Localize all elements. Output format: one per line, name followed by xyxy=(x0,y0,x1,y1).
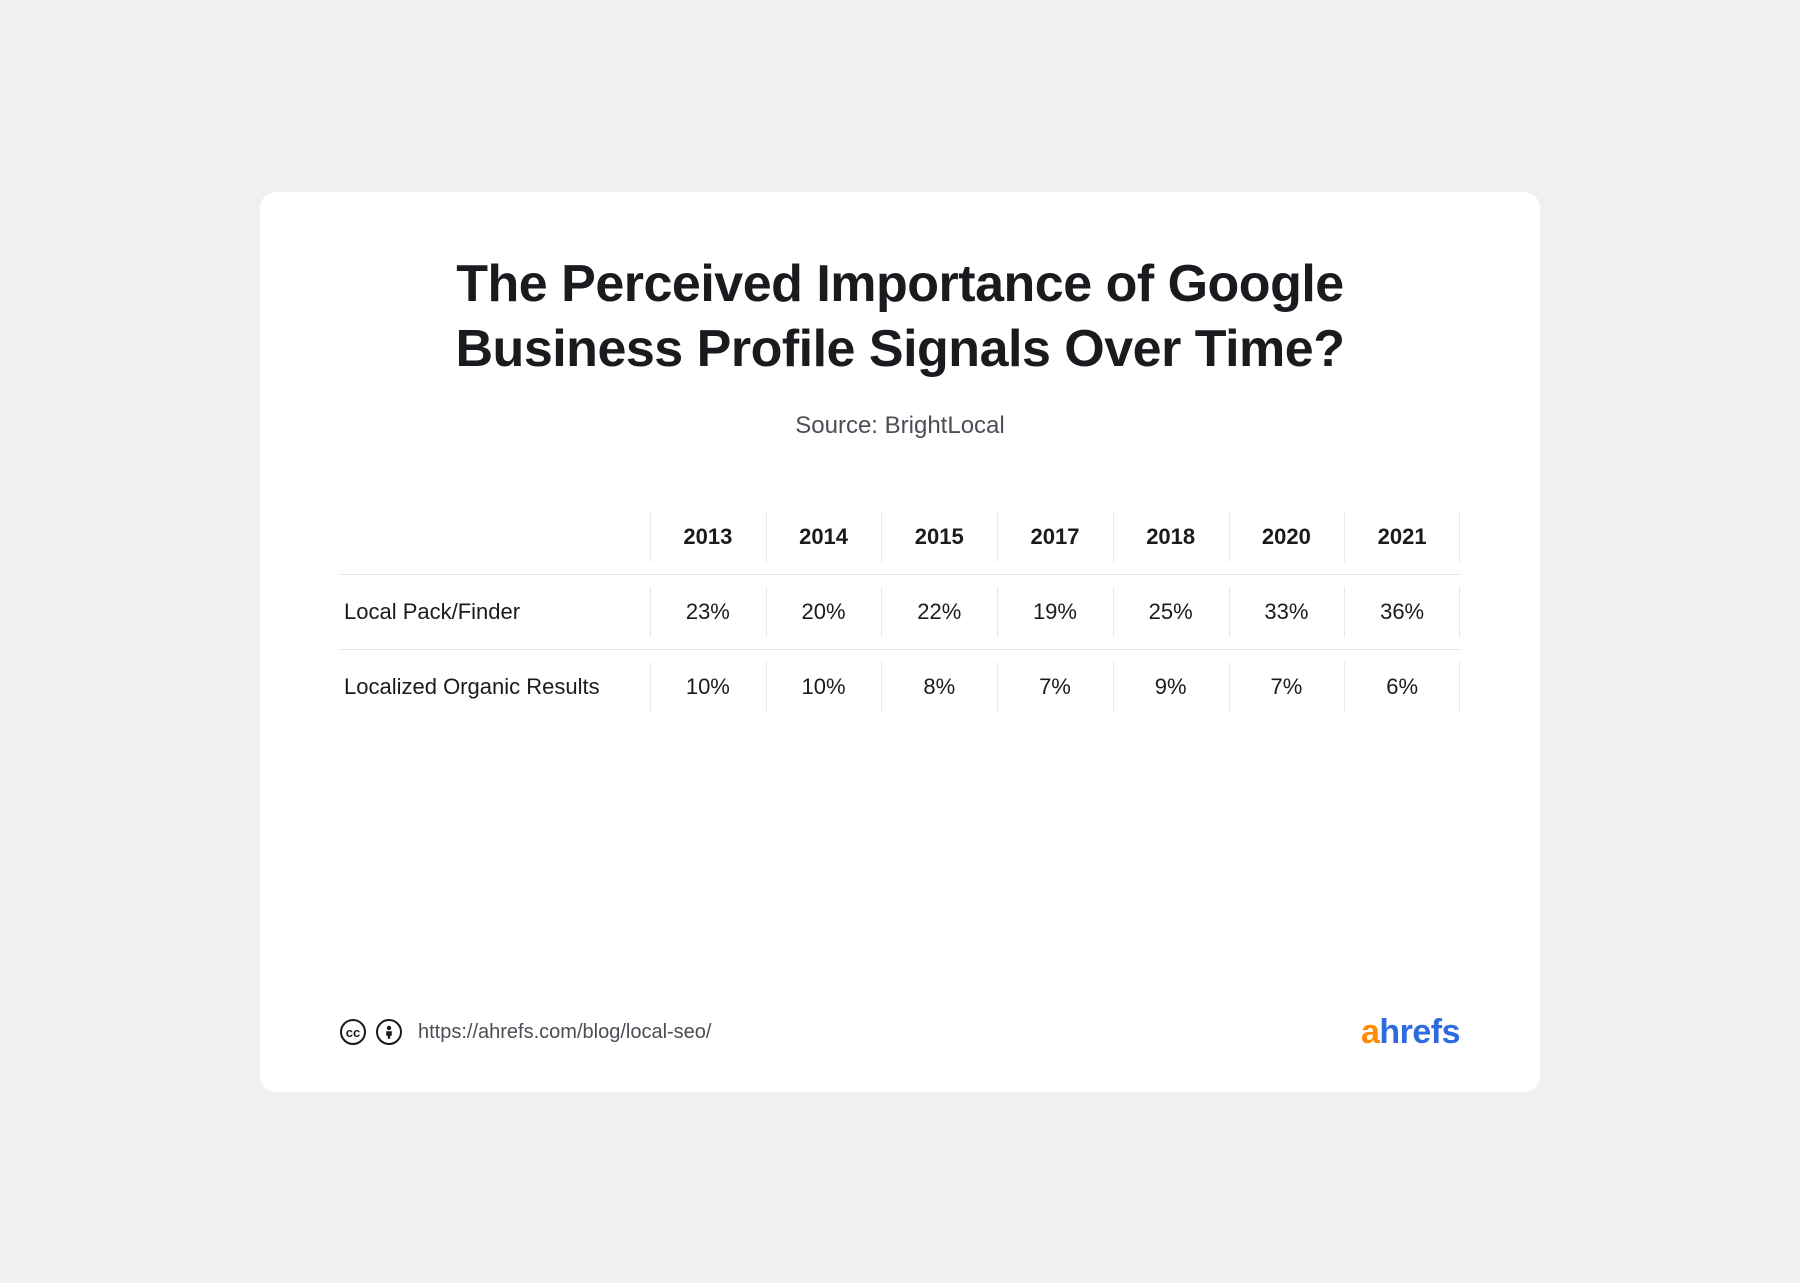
table-row: Localized Organic Results 10% 10% 8% 7% … xyxy=(340,649,1460,724)
col-header: 2021 xyxy=(1344,500,1460,575)
source-url: https://ahrefs.com/blog/local-seo/ xyxy=(418,1021,711,1044)
col-header: 2014 xyxy=(766,500,882,575)
data-table-container: 2013 2014 2015 2017 2018 2020 2021 Local… xyxy=(340,500,1460,993)
table-cell: 10% xyxy=(650,649,766,724)
col-header: 2018 xyxy=(1113,500,1229,575)
table-cell: 7% xyxy=(997,649,1113,724)
logo-letter-a: a xyxy=(1361,1013,1379,1051)
row-label: Localized Organic Results xyxy=(340,649,650,724)
col-header: 2020 xyxy=(1229,500,1345,575)
table-cell: 10% xyxy=(766,649,882,724)
table-cell: 25% xyxy=(1113,574,1229,649)
info-card: The Perceived Importance of Google Busin… xyxy=(260,192,1540,1092)
col-header: 2015 xyxy=(881,500,997,575)
table-cell: 8% xyxy=(881,649,997,724)
card-footer: cc https://ahrefs.com/blog/local-seo/ ah… xyxy=(340,993,1460,1052)
table-row: Local Pack/Finder 23% 20% 22% 19% 25% 33… xyxy=(340,574,1460,649)
table-corner-cell xyxy=(340,500,650,575)
source-label: Source: BrightLocal xyxy=(340,412,1460,440)
cc-icon: cc xyxy=(340,1019,366,1045)
table-cell: 6% xyxy=(1344,649,1460,724)
table-cell: 36% xyxy=(1344,574,1460,649)
logo-letters-hrefs: hrefs xyxy=(1379,1013,1460,1051)
footer-left: cc https://ahrefs.com/blog/local-seo/ xyxy=(340,1019,711,1045)
table-cell: 7% xyxy=(1229,649,1345,724)
table-cell: 23% xyxy=(650,574,766,649)
table-cell: 33% xyxy=(1229,574,1345,649)
col-header: 2017 xyxy=(997,500,1113,575)
table-cell: 19% xyxy=(997,574,1113,649)
data-table: 2013 2014 2015 2017 2018 2020 2021 Local… xyxy=(340,500,1460,724)
col-header: 2013 xyxy=(650,500,766,575)
table-cell: 22% xyxy=(881,574,997,649)
table-cell: 20% xyxy=(766,574,882,649)
table-cell: 9% xyxy=(1113,649,1229,724)
chart-title: The Perceived Importance of Google Busin… xyxy=(340,252,1460,382)
table-header-row: 2013 2014 2015 2017 2018 2020 2021 xyxy=(340,500,1460,575)
row-label: Local Pack/Finder xyxy=(340,574,650,649)
attribution-icon xyxy=(376,1019,402,1045)
ahrefs-logo: ahrefs xyxy=(1361,1013,1460,1052)
